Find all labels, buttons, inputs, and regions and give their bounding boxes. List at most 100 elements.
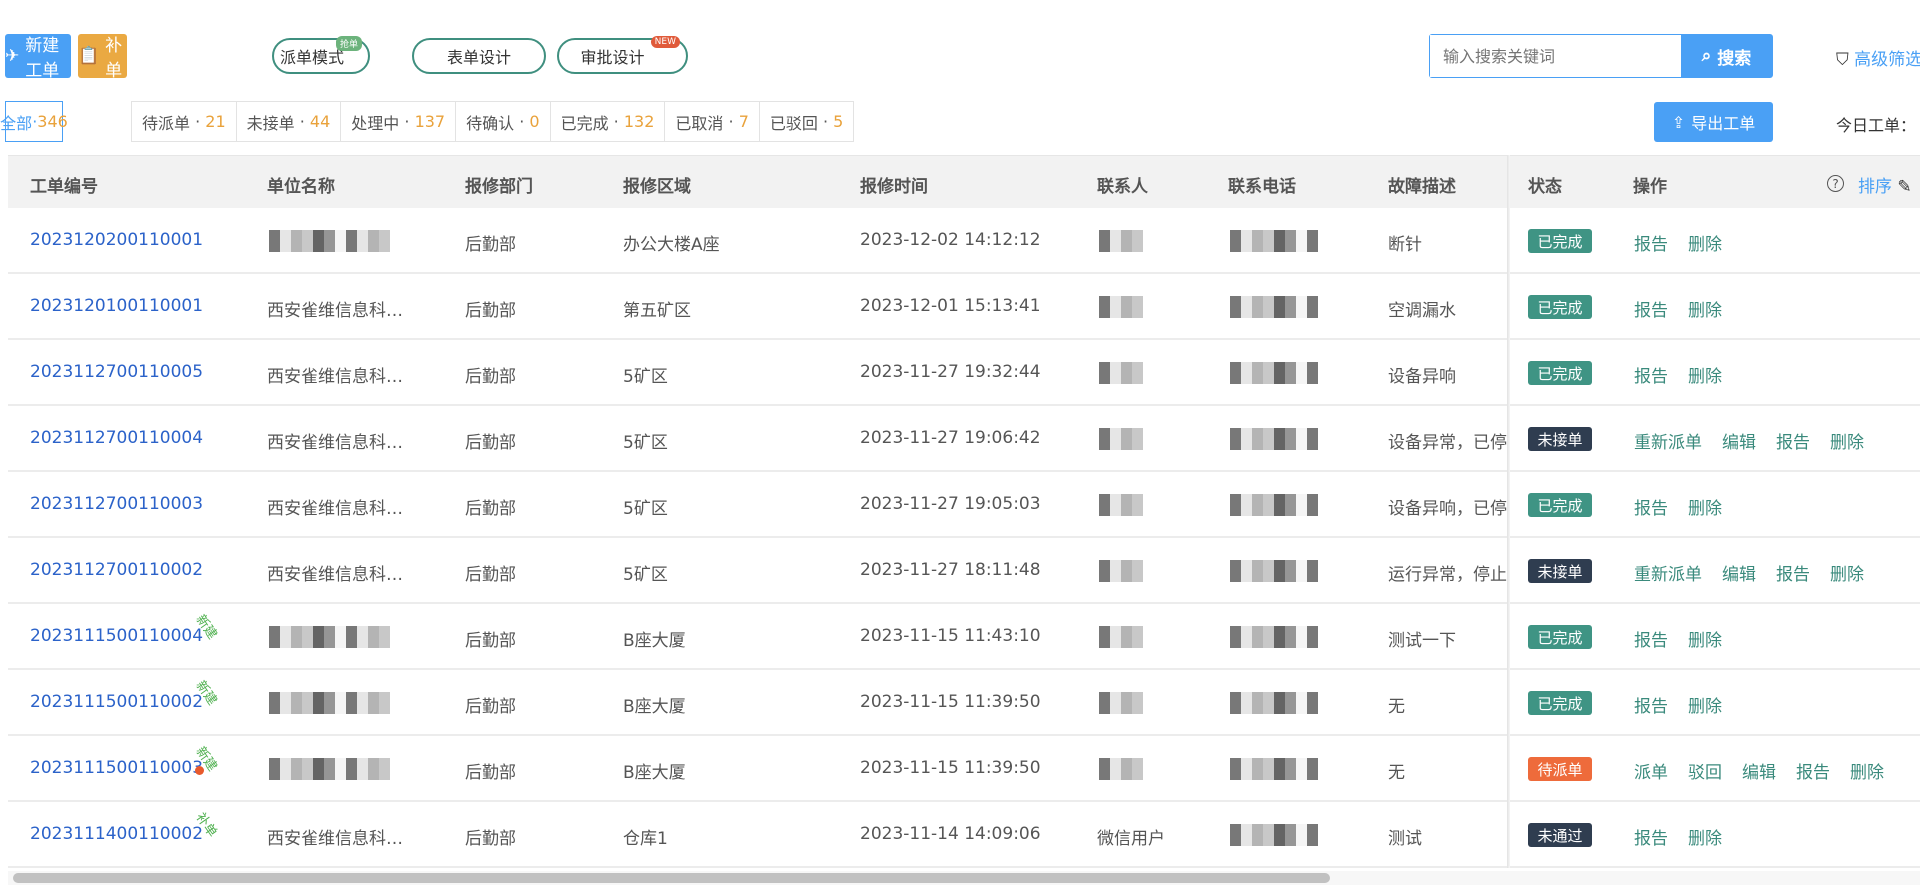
row-actions: 报告 删除 <box>1634 494 1722 519</box>
tab-2[interactable]: 未接单 · 44 <box>237 102 342 141</box>
column-header: 报修时间 <box>860 177 928 197</box>
horizontal-scrollbar-thumb[interactable] <box>13 873 1330 883</box>
search-input[interactable] <box>1430 35 1681 77</box>
order-id-link[interactable]: 2023120200110001 <box>30 230 204 250</box>
action-link[interactable]: 删除 <box>1830 565 1864 585</box>
order-id-link[interactable]: 2023112700110004 <box>30 428 204 448</box>
action-link[interactable]: 报告 <box>1634 499 1668 519</box>
table-row[interactable]: 2023112700110004 西安雀维信息科… 后勤部 5矿区 2023-11-27… <box>8 406 1920 472</box>
approval-design-label: 审批设计 <box>580 48 645 67</box>
new-order-button[interactable]: ✈ 新建工单 <box>5 34 71 81</box>
horizontal-scrollbar-track <box>8 871 1920 885</box>
dispatch-mode-button[interactable]: 派单模式 抢单 <box>272 36 370 74</box>
department: 后勤部 <box>465 697 516 717</box>
action-link[interactable]: 驳回 <box>1688 763 1722 783</box>
tab-5[interactable]: 已完成 · 132 <box>551 102 666 141</box>
action-link[interactable]: 报告 <box>1634 829 1668 849</box>
advanced-filter-link[interactable]: ⛉ 高级筛选 <box>1836 45 1920 70</box>
order-id-link[interactable]: 2023112700110005 <box>30 362 204 382</box>
action-link[interactable]: 删除 <box>1688 499 1722 519</box>
table-row[interactable]: 2023120200110001 后勤部 办公大楼A座 2023-12-02 14:1… <box>8 208 1920 274</box>
table-row[interactable]: 2023112700110005 西安雀维信息科… 后勤部 5矿区 2023-11-27… <box>8 340 1920 406</box>
action-link[interactable]: 报告 <box>1634 367 1668 387</box>
report-time: 2023-11-14 14:09:06 <box>860 824 1041 844</box>
table-row[interactable]: 2023111400110002 补单 西安雀维信息科… 后勤部 仓库1 2023-11-… <box>8 802 1920 868</box>
order-id-link[interactable]: 2023111500110002 <box>30 692 204 712</box>
area: B座大厦 <box>623 631 686 651</box>
action-link[interactable]: 报告 <box>1634 301 1668 321</box>
tab-count: 0 <box>529 112 540 131</box>
table-row[interactable]: 2023112700110003 西安雀维信息科… 后勤部 5矿区 2023-11-27… <box>8 472 1920 538</box>
action-link[interactable]: 重新派单 <box>1634 433 1702 453</box>
unit-name: 西安雀维信息科… <box>267 829 403 849</box>
table-row[interactable]: 2023111500110002 新建 后勤部 B座大厦 2023-11-15 11:3… <box>8 670 1920 736</box>
edit-icon: ✎ <box>1897 177 1912 197</box>
redacted-text <box>1099 494 1143 516</box>
table-row[interactable]: 2023120100110001 西安雀维信息科… 后勤部 第五矿区 2023-12-0… <box>8 274 1920 340</box>
tab-all[interactable]: 全部 · 346 <box>0 101 68 142</box>
action-link[interactable]: 编辑 <box>1742 763 1776 783</box>
action-link[interactable]: 报告 <box>1634 631 1668 651</box>
status-badge: 已完成 <box>1528 691 1592 715</box>
form-design-button[interactable]: 表单设计 <box>412 38 546 74</box>
department: 后勤部 <box>465 565 516 585</box>
supplement-label: 补单 <box>105 36 123 81</box>
action-link[interactable]: 报告 <box>1634 235 1668 255</box>
action-link[interactable]: 重新派单 <box>1634 565 1702 585</box>
search-button[interactable]: ⌕ 搜索 <box>1681 35 1772 77</box>
action-link[interactable]: 删除 <box>1688 631 1722 651</box>
area: 办公大楼A座 <box>623 235 720 255</box>
action-link[interactable]: 删除 <box>1688 235 1722 255</box>
status-tabs: 待派单 · 21 未接单 · 44 处理中 · 137 待确认 · 0 已完成 · 13… <box>131 101 855 142</box>
redacted-text <box>269 626 390 648</box>
redacted-text <box>1230 428 1318 450</box>
action-link[interactable]: 报告 <box>1776 565 1810 585</box>
order-id-link[interactable]: 2023111500110004 <box>30 626 204 646</box>
action-link[interactable]: 删除 <box>1688 829 1722 849</box>
tab-4[interactable]: 待确认 · 0 <box>456 102 551 141</box>
action-link[interactable]: 删除 <box>1688 697 1722 717</box>
sort-button[interactable]: 排序 ✎ <box>1858 172 1912 197</box>
action-link[interactable]: 报告 <box>1796 763 1830 783</box>
action-link[interactable]: 删除 <box>1688 301 1722 321</box>
tab-count: 137 <box>414 112 446 131</box>
tab-7[interactable]: 已驳回 · 5 <box>760 102 853 141</box>
redacted-text <box>1099 626 1143 648</box>
fault-description: 无 <box>1388 763 1405 783</box>
order-id-link[interactable]: 2023120100110001 <box>30 296 204 316</box>
grab-tag: 抢单 <box>335 36 362 51</box>
action-link[interactable]: 编辑 <box>1722 433 1756 453</box>
department: 后勤部 <box>465 301 516 321</box>
tab-6[interactable]: 已取消 · 7 <box>665 102 760 141</box>
approval-design-button[interactable]: 审批设计 NEW <box>557 36 688 74</box>
supplement-button[interactable]: 📋 补单 <box>78 34 127 81</box>
export-button[interactable]: ⇪ 导出工单 <box>1654 102 1773 142</box>
fault-description: 设备异响，已停 <box>1388 499 1507 519</box>
redacted-text <box>269 758 390 780</box>
tab-1[interactable]: 待派单 · 21 <box>132 102 237 141</box>
fixed-column-divider <box>1507 155 1510 868</box>
tab-3[interactable]: 处理中 · 137 <box>341 102 457 141</box>
redacted-text <box>1230 758 1318 780</box>
action-link[interactable]: 删除 <box>1830 433 1864 453</box>
unit-name: 西安雀维信息科… <box>267 565 403 585</box>
action-link[interactable]: 报告 <box>1634 697 1668 717</box>
redacted-text <box>1230 296 1318 318</box>
order-id-link[interactable]: 2023111500110003 <box>30 758 204 778</box>
unit-name: 西安雀维信息科… <box>267 367 403 387</box>
status-badge: 已完成 <box>1528 229 1592 253</box>
order-id-link[interactable]: 2023111400110002 <box>30 824 204 844</box>
order-id-link[interactable]: 2023112700110002 <box>30 560 204 580</box>
table-row[interactable]: 2023112700110002 西安雀维信息科… 后勤部 5矿区 2023-11-27… <box>8 538 1920 604</box>
action-link[interactable]: 派单 <box>1634 763 1668 783</box>
table-row[interactable]: 2023111500110003 新建 后勤部 B座大厦 2023-11-15 11:3… <box>8 736 1920 802</box>
report-time: 2023-12-02 14:12:12 <box>860 230 1041 250</box>
redacted-text <box>1099 230 1143 252</box>
action-link[interactable]: 编辑 <box>1722 565 1756 585</box>
action-link[interactable]: 删除 <box>1688 367 1722 387</box>
order-id-link[interactable]: 2023112700110003 <box>30 494 204 514</box>
action-link[interactable]: 报告 <box>1776 433 1810 453</box>
action-link[interactable]: 删除 <box>1850 763 1884 783</box>
help-icon[interactable]: ? <box>1827 175 1844 192</box>
table-row[interactable]: 2023111500110004 新建 后勤部 B座大厦 2023-11-15 11:4… <box>8 604 1920 670</box>
